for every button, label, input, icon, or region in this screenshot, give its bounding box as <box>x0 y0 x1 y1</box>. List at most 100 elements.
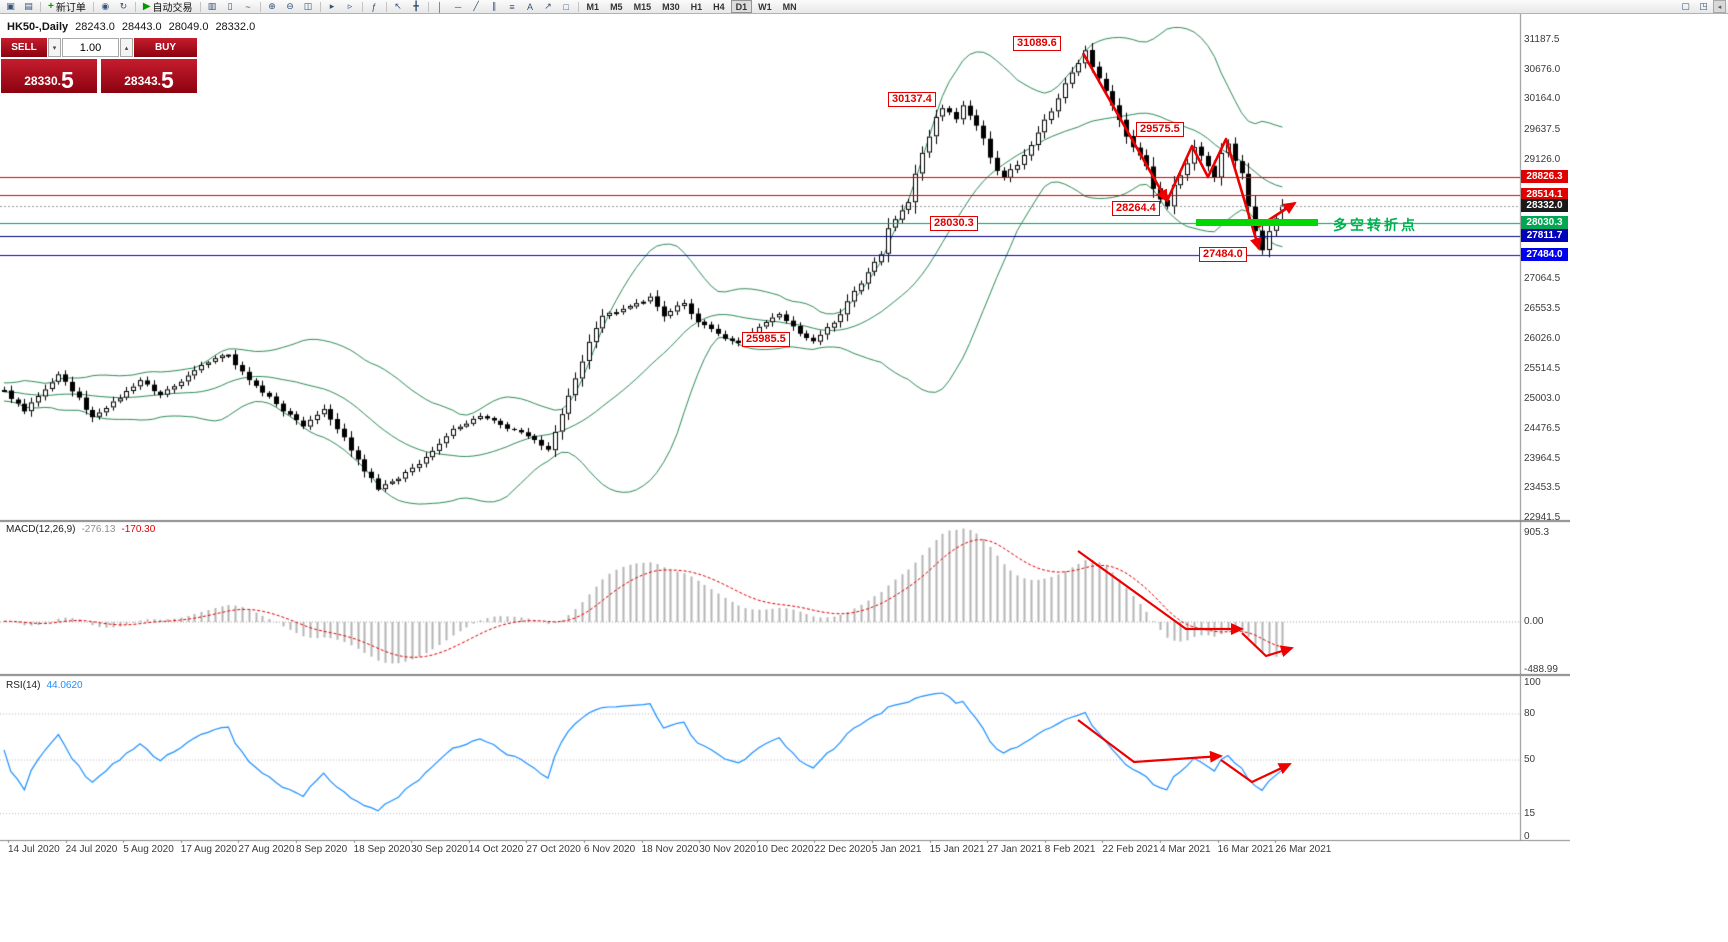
bar-chart-icon[interactable]: ▥ <box>207 1 217 11</box>
line-chart-icon[interactable]: ~ <box>245 1 251 12</box>
channel-icon[interactable]: ∥ <box>491 1 497 11</box>
buy-button[interactable]: BUY <box>134 38 197 57</box>
date-label: 24 Jul 2020 <box>65 844 118 855</box>
vertical-line-icon[interactable]: │ <box>437 1 443 12</box>
rsi-axis-label: 80 <box>1524 708 1536 719</box>
expand-icon[interactable]: ◳ <box>1699 1 1708 11</box>
macd-main-value: -276.13 <box>81 524 116 535</box>
buy-price-pips: 5 <box>160 67 174 93</box>
toolbar-separator <box>199 1 201 12</box>
timeframe-m1[interactable]: M1 <box>586 1 600 12</box>
timeframe-m30[interactable]: M30 <box>662 1 680 12</box>
timeframe-h1[interactable]: H1 <box>690 1 703 12</box>
rsi-axis-label: 100 <box>1524 677 1541 689</box>
date-label: 18 Nov 2020 <box>641 844 699 855</box>
timeframe-d1[interactable]: D1 <box>730 0 753 13</box>
date-label: 5 Jan 2021 <box>872 844 922 855</box>
price-axis-label: 23964.5 <box>1524 452 1561 464</box>
shapes-icon[interactable]: □ <box>563 1 569 12</box>
price-axis-label: 22941.5 <box>1524 512 1561 523</box>
profiles-icon[interactable]: ▤ <box>24 1 33 11</box>
chart-shift-icon[interactable]: ▹ <box>347 1 353 11</box>
zoom-in-icon[interactable]: ⊕ <box>268 1 276 11</box>
high-value: 28443.0 <box>121 21 162 33</box>
date-label: 27 Aug 2020 <box>238 844 295 855</box>
buy-price-display[interactable]: 28343. 5 <box>101 59 197 93</box>
new-order-button-label: 新订单 <box>55 3 86 14</box>
toolbar-separator <box>361 1 363 12</box>
trendline-icon[interactable]: ╱ <box>473 1 479 11</box>
date-label: 14 Oct 2020 <box>468 844 524 855</box>
price-tag: 27811.7 <box>1521 228 1568 242</box>
date-label: 18 Sep 2020 <box>353 844 411 855</box>
tile-windows-icon[interactable]: ◫ <box>303 1 313 11</box>
indicators-icon[interactable]: ƒ <box>371 1 377 12</box>
zoom-out-icon[interactable]: ⊖ <box>286 1 294 11</box>
price-annotation[interactable]: 28030.3 <box>930 216 978 231</box>
date-label: 8 Feb 2021 <box>1044 844 1096 855</box>
candlestick-chart-icon[interactable]: ▯ <box>227 1 233 11</box>
sell-price-main: 28330. <box>24 74 61 88</box>
text-tool-icon[interactable]: A <box>527 1 534 12</box>
buy-price-main: 28343. <box>124 74 161 88</box>
date-label: 22 Dec 2020 <box>814 844 872 855</box>
timeframe-m15[interactable]: M15 <box>633 1 652 12</box>
price-annotation[interactable]: 31089.6 <box>1013 36 1061 51</box>
price-axis-label: 30164.0 <box>1524 93 1561 105</box>
order-options-dropdown[interactable]: ▾ <box>48 38 61 57</box>
price-annotation[interactable]: 25985.5 <box>742 332 790 347</box>
price-axis-label: 27064.5 <box>1524 273 1561 284</box>
market-watch-icon[interactable]: ◉ <box>101 1 110 11</box>
timeframe-m5[interactable]: M5 <box>610 1 623 12</box>
scrollbar-button[interactable]: ◂ <box>1713 0 1726 13</box>
macd-indicator-label: MACD(12,26,9) -276.13 -170.30 <box>6 524 155 535</box>
autotrading-button-label: 自动交易 <box>152 3 193 14</box>
date-label: 14 Jul 2020 <box>8 844 60 855</box>
timeframe-mn[interactable]: MN <box>782 1 797 12</box>
timeframe-h4[interactable]: H4 <box>713 1 725 12</box>
chevron-up-icon: ▴ <box>124 44 129 52</box>
volume-input[interactable]: 1.00 <box>62 38 119 57</box>
date-label: 27 Oct 2020 <box>526 844 581 855</box>
price-chart-canvas[interactable] <box>0 14 1570 854</box>
date-label: 17 Aug 2020 <box>180 844 237 855</box>
price-annotation[interactable]: 29575.5 <box>1136 122 1184 137</box>
auto-scroll-icon[interactable]: ▸ <box>329 1 335 11</box>
price-tag: 27484.0 <box>1521 247 1568 261</box>
timeframe-w1[interactable]: W1 <box>758 1 772 12</box>
volume-stepper[interactable]: ▴ <box>120 38 133 57</box>
price-annotation[interactable]: 28264.4 <box>1112 201 1160 216</box>
window-icon[interactable]: ▢ <box>1681 1 1690 11</box>
sell-button[interactable]: SELL <box>1 38 47 57</box>
crosshair-icon[interactable]: ╋ <box>413 1 419 11</box>
cursor-icon[interactable]: ↖ <box>394 1 402 11</box>
toolbar-separator <box>40 1 41 12</box>
macd-signal-value: -170.30 <box>121 524 156 535</box>
price-annotation[interactable]: 30137.4 <box>888 92 936 107</box>
refresh-icon[interactable]: ↻ <box>119 1 128 11</box>
toolbar-separator <box>427 1 429 12</box>
main-toolbar: ▣ ▤ + 新订单 ◉ ↻ ▶ 自动交易 ▥ ▯ ~ ⊕ ⊖ ◫ ▸ ▹ ƒ ↖ ╋ │ ─ ╱ ∥ ≡ A ↗ □ M1 M5 M15 M… <box>0 0 1728 14</box>
price-axis-label: 25003.0 <box>1524 392 1561 404</box>
rsi-axis-label: 50 <box>1524 754 1536 765</box>
arrows-tool-icon[interactable]: ↗ <box>544 1 552 11</box>
horizontal-line-icon[interactable]: ─ <box>454 1 462 12</box>
price-tag: 28030.3 <box>1521 216 1568 229</box>
price-tag: 28332.0 <box>1521 198 1568 212</box>
price-annotation[interactable]: 27484.0 <box>1199 247 1247 262</box>
autotrading-button[interactable]: ▶ 自动交易 <box>139 1 197 14</box>
chart-window: HK50-,Daily 28243.0 28443.0 28049.0 2833… <box>0 14 1728 942</box>
date-label: 22 Feb 2021 <box>1102 844 1159 855</box>
pivot-highlight-bar[interactable] <box>1196 219 1318 226</box>
chevron-down-icon: ▾ <box>52 44 57 52</box>
rsi-name: RSI(14) <box>6 680 41 691</box>
price-axis-label: 31187.5 <box>1524 34 1560 45</box>
toolbar-separator <box>385 1 387 12</box>
macd-axis-label: 905.3 <box>1524 527 1550 538</box>
new-chart-icon[interactable]: ▣ <box>6 1 15 11</box>
date-label: 30 Nov 2020 <box>699 844 756 855</box>
sell-price-display[interactable]: 28330. 5 <box>1 59 97 93</box>
toolbar-separator <box>577 1 579 12</box>
new-order-button[interactable]: + 新订单 <box>44 1 90 14</box>
fibonacci-icon[interactable]: ≡ <box>509 1 515 12</box>
